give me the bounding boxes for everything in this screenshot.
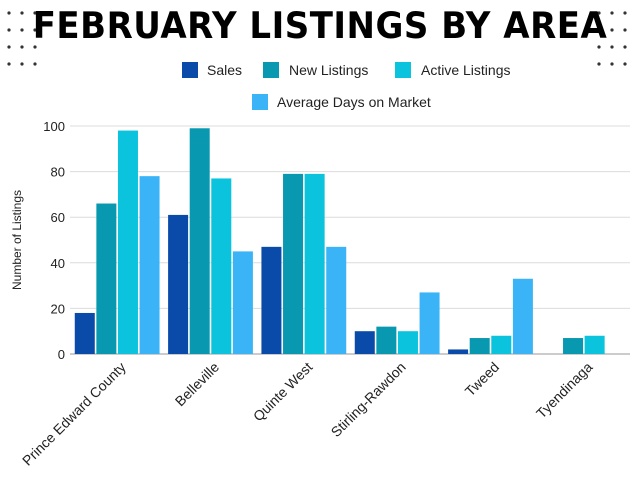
- bar-prince-edward-county-average-days-on-market: [139, 176, 160, 354]
- legend-label-average-days-on-market: Average Days on Market: [277, 94, 431, 110]
- chart-title: FEBRUARY LISTINGS BY AREA: [32, 4, 608, 48]
- bar-prince-edward-county-new-listings: [96, 203, 117, 354]
- legend-swatch-sales: [182, 62, 198, 78]
- x-tick-label-prince-edward-county: Prince Edward County: [19, 359, 129, 469]
- bar-quinte-west-average-days-on-market: [326, 246, 347, 354]
- y-tick-label: 0: [58, 347, 65, 362]
- legend-label-active-listings: Active Listings: [421, 62, 510, 78]
- bar-prince-edward-county-sales: [74, 312, 95, 354]
- bar-quinte-west-new-listings: [283, 173, 304, 354]
- bar-prince-edward-county-active-listings: [117, 130, 138, 354]
- x-tick-label-belleville: Belleville: [172, 359, 223, 410]
- y-tick-label: 80: [51, 165, 65, 180]
- y-axis-label: Number of Listings: [10, 190, 24, 290]
- legend: Sales New Listings Active Listings Average …: [182, 62, 510, 110]
- x-tick-label-tyendinaga: Tyendinaga: [533, 359, 596, 422]
- bar-belleville-average-days-on-market: [232, 251, 253, 354]
- y-tick-label: 100: [43, 119, 65, 134]
- decorative-dots-left: [7, 11, 37, 66]
- bar-stirling-rawdon-active-listings: [397, 331, 418, 354]
- bar-quinte-west-sales: [261, 246, 282, 354]
- bar-belleville-sales: [168, 214, 189, 354]
- y-tick-label: 60: [51, 210, 65, 225]
- bar-tweed-new-listings: [469, 338, 490, 354]
- bar-tyendinaga-new-listings: [563, 338, 584, 354]
- x-tick-label-stirling-rawdon: Stirling-Rawdon: [328, 359, 409, 440]
- legend-swatch-active-listings: [395, 62, 411, 78]
- legend-label-sales: Sales: [207, 62, 242, 78]
- legend-swatch-new-listings: [263, 62, 279, 78]
- legend-swatch-average-days-on-market: [252, 94, 268, 110]
- legend-label-new-listings: New Listings: [289, 62, 368, 78]
- x-tick-label-tweed: Tweed: [462, 359, 502, 399]
- y-tick-label: 20: [51, 301, 65, 316]
- bar-tweed-active-listings: [491, 335, 512, 354]
- bar-stirling-rawdon-new-listings: [376, 326, 397, 354]
- x-tick-label-quinte-west: Quinte West: [250, 359, 316, 425]
- bar-belleville-active-listings: [211, 178, 232, 354]
- bar-stirling-rawdon-sales: [354, 331, 375, 354]
- y-tick-label: 40: [51, 256, 65, 271]
- bar-quinte-west-active-listings: [304, 173, 325, 354]
- bar-tweed-average-days-on-market: [512, 278, 533, 354]
- bar-tweed-sales: [448, 349, 469, 354]
- bar-tyendinaga-active-listings: [584, 335, 605, 354]
- bar-belleville-new-listings: [189, 128, 210, 354]
- decorative-dots-right: [597, 11, 627, 66]
- bar-stirling-rawdon-average-days-on-market: [419, 292, 440, 354]
